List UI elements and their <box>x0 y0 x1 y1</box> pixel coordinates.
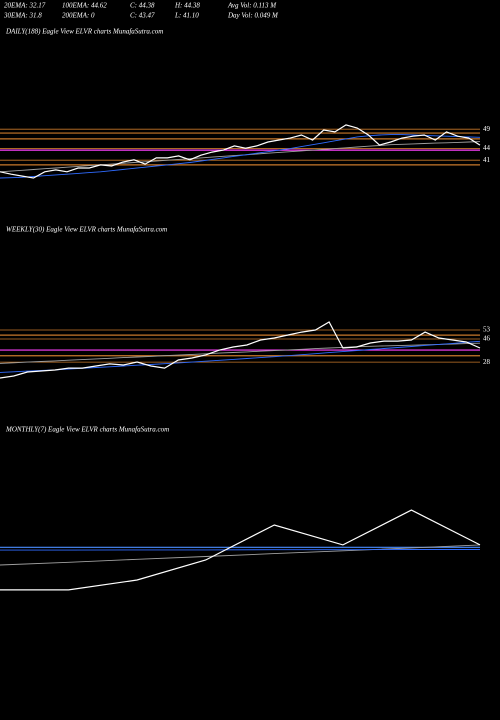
header-stat: C: 43.47 <box>130 12 155 20</box>
price-line <box>0 134 481 179</box>
y-tick-label: 28 <box>483 358 491 366</box>
header-stat: 30EMA: 31.8 <box>3 12 42 20</box>
price-line <box>0 141 481 173</box>
price-line <box>0 509 481 591</box>
price-line <box>0 321 481 379</box>
header-stat: Avg Vol: 0.113 M <box>227 2 277 10</box>
y-tick-label: 44 <box>483 144 491 152</box>
y-tick-label: 46 <box>483 335 491 343</box>
panel-title: WEEKLY(30) Eagle View ELVR charts Munafa… <box>6 226 167 234</box>
panel-title: DAILY(188) Eagle View ELVR charts Munafa… <box>5 28 163 36</box>
price-line <box>0 544 481 566</box>
header-stat: 100EMA: 44.62 <box>62 2 107 10</box>
y-tick-label: 49 <box>483 125 491 133</box>
header-stat: 20EMA: 32.17 <box>4 2 46 10</box>
price-line <box>0 124 481 179</box>
header-stat: C: 44.38 <box>130 2 155 10</box>
price-line <box>0 342 481 364</box>
header-stat: H: 44.38 <box>174 2 200 10</box>
header-stat: L: 41.10 <box>174 12 199 20</box>
panel-title: MONTHLY(7) Eagle View ELVR charts Munafa… <box>5 426 169 434</box>
price-line <box>0 549 480 551</box>
header-stat: 200EMA: 0 <box>62 12 95 20</box>
header-stat: Day Vol: 0.049 M <box>227 12 279 20</box>
y-tick-label: 41 <box>483 156 491 164</box>
y-tick-label: 53 <box>483 326 491 334</box>
